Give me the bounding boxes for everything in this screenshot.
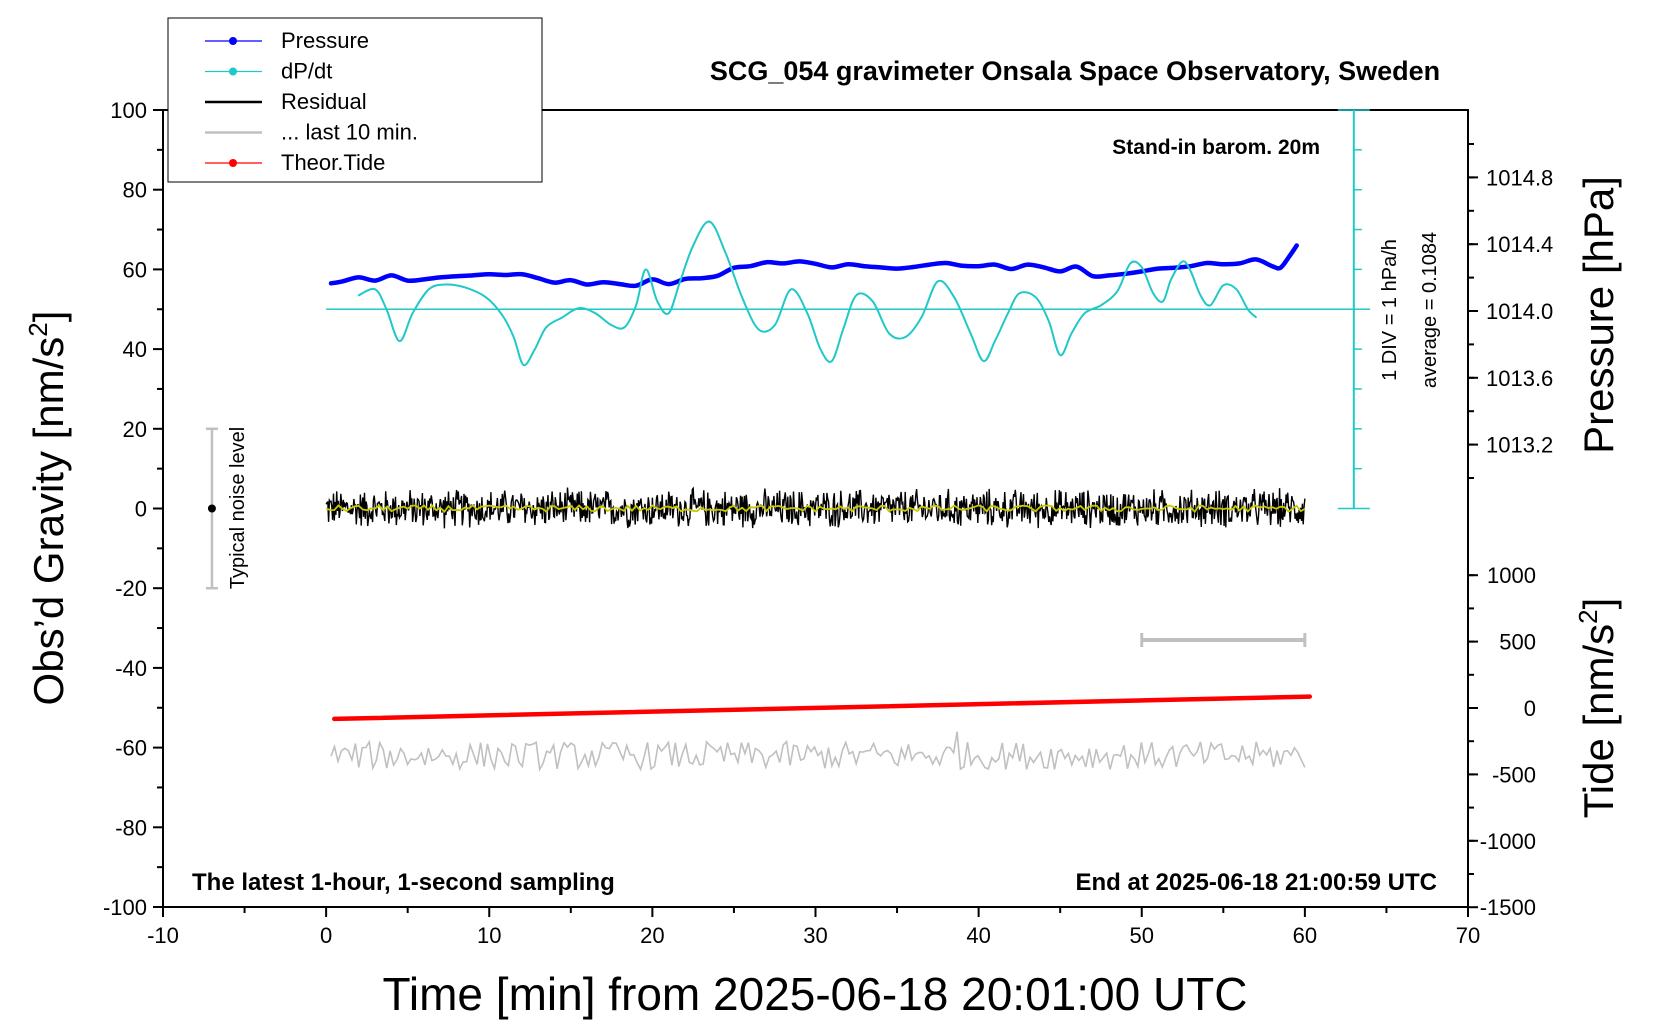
y-tick-label: 40 (123, 337, 147, 362)
legend-box (167, 17, 543, 183)
x-tick-label: 20 (640, 923, 664, 948)
left-y-axis-title-text: Obs’d Gravity [nm/s (25, 337, 72, 706)
tide-tick-label: -500 (1492, 762, 1536, 787)
x-tick-label: -10 (147, 923, 179, 948)
left-y-axis-title-sup: 2 (23, 322, 53, 336)
y-tick-label: -40 (115, 656, 147, 681)
tide-axis-title-sup: 2 (1573, 609, 1603, 623)
noise-bar-center-dot (207, 504, 216, 513)
legend-swatch-marker (229, 37, 237, 45)
div-label: 1 DIV = 1 hPa/h (1379, 239, 1401, 381)
pressure-tick-label: 1014.4 (1486, 232, 1553, 257)
series-line-residual (325, 486, 1306, 529)
legend-label: dP/dt (281, 59, 332, 84)
y-tick-label: -60 (115, 736, 147, 761)
residual-layer (325, 486, 1306, 772)
tide-axis-ticks: 1000 500 0 -500 -1000 -1500 (1468, 563, 1536, 920)
series-line-last-10-min (330, 731, 1306, 772)
chart-title: SCG_054 gravimeter Onsala Space Observat… (710, 56, 1440, 86)
y-tick-label: 80 (123, 178, 147, 203)
x-tick-label: 10 (477, 923, 501, 948)
y-tick-label: -80 (115, 815, 147, 840)
legend-label: ... last 10 min. (281, 120, 418, 145)
series-line-dp-dt (357, 220, 1257, 367)
pressure-tick-label: 1013.2 (1486, 433, 1553, 458)
noise-label: Typical noise level (227, 427, 249, 589)
x-tick-label: 60 (1293, 923, 1317, 948)
svg-text:Tide [nm/s2]: Tide [nm/s2] (1573, 598, 1622, 819)
bottom-right-note: End at 2025-06-18 21:00:59 UTC (1076, 869, 1438, 896)
x-axis-ticks: -10 0 10 20 30 40 50 60 70 (147, 907, 1480, 948)
legend-label: Residual (281, 89, 367, 114)
left-y-axis-title: Obs’d Gravity [nm/s2] (23, 311, 72, 706)
svg-text:Obs’d Gravity [nm/s2]: Obs’d Gravity [nm/s2] (23, 311, 72, 706)
tide-tick-label: -1000 (1480, 829, 1536, 854)
series-layer (328, 220, 1313, 722)
div-label-text: 1 DIV = 1 hPa/h (1379, 239, 1401, 381)
pressure-tick-label: 1013.6 (1486, 366, 1553, 391)
average-label: average = 0.1084 (1419, 232, 1441, 388)
legend-label: Pressure (281, 28, 369, 53)
tide-tick-label: 0 (1524, 696, 1536, 721)
legend-swatch-marker (229, 67, 237, 76)
x-tick-label: 40 (966, 923, 990, 948)
left-y-axis-ticks: 100 80 60 40 20 0 -20 -40 -60 -80 -100 (103, 98, 163, 920)
average-label-text: average = 0.1084 (1419, 232, 1441, 388)
tide-axis-title-end: ] (1575, 598, 1622, 610)
series-line-residual-smoothed (325, 504, 1306, 514)
pressure-tick-label: 1014.0 (1486, 299, 1553, 324)
tide-tick-label: -1500 (1480, 895, 1536, 920)
div-scale-layer (1337, 109, 1370, 510)
tide-axis-title-text: Tide [nm/s (1575, 624, 1622, 819)
pressure-axis-title: Pressure [hPa] (1575, 176, 1622, 454)
series-line-pressure (328, 243, 1299, 289)
legend-label: Theor.Tide (281, 150, 385, 175)
bottom-left-note: The latest 1-hour, 1-second sampling (192, 869, 615, 896)
tide-axis-title: Tide [nm/s2] (1573, 598, 1622, 819)
x-tick-label: 50 (1130, 923, 1154, 948)
y-tick-label: -100 (103, 895, 147, 920)
x-tick-label: 30 (803, 923, 827, 948)
legend: Pressure dP/dt Residual ... last 10 min. The… (167, 17, 543, 183)
annotation-marks-layer (205, 427, 1307, 648)
x-axis-title: Time [min] from 2025-06-18 20:01:00 UTC (383, 968, 1248, 1020)
y-tick-label: -20 (115, 576, 147, 601)
y-tick-label: 0 (135, 497, 147, 522)
noise-label-text: Typical noise level (227, 427, 249, 589)
y-tick-label: 60 (123, 257, 147, 282)
x-tick-label: 70 (1456, 923, 1480, 948)
series-line-theor-tide (332, 694, 1313, 722)
y-tick-label: 100 (110, 98, 147, 123)
tide-tick-label: 500 (1499, 630, 1536, 655)
barometer-label: Stand-in barom. 20m (1112, 136, 1320, 159)
tide-tick-label: 1000 (1487, 563, 1536, 588)
legend-swatch-marker (229, 159, 237, 167)
x-tick-label: 0 (320, 923, 332, 948)
pressure-axis-title-text: Pressure [hPa] (1575, 176, 1622, 454)
left-y-axis-title-end: ] (25, 311, 72, 323)
pressure-axis-ticks: 1014.8 1014.4 1014.0 1013.6 1013.2 (1468, 143, 1553, 479)
pressure-tick-label: 1014.8 (1486, 165, 1553, 190)
y-tick-label: 20 (123, 417, 147, 442)
